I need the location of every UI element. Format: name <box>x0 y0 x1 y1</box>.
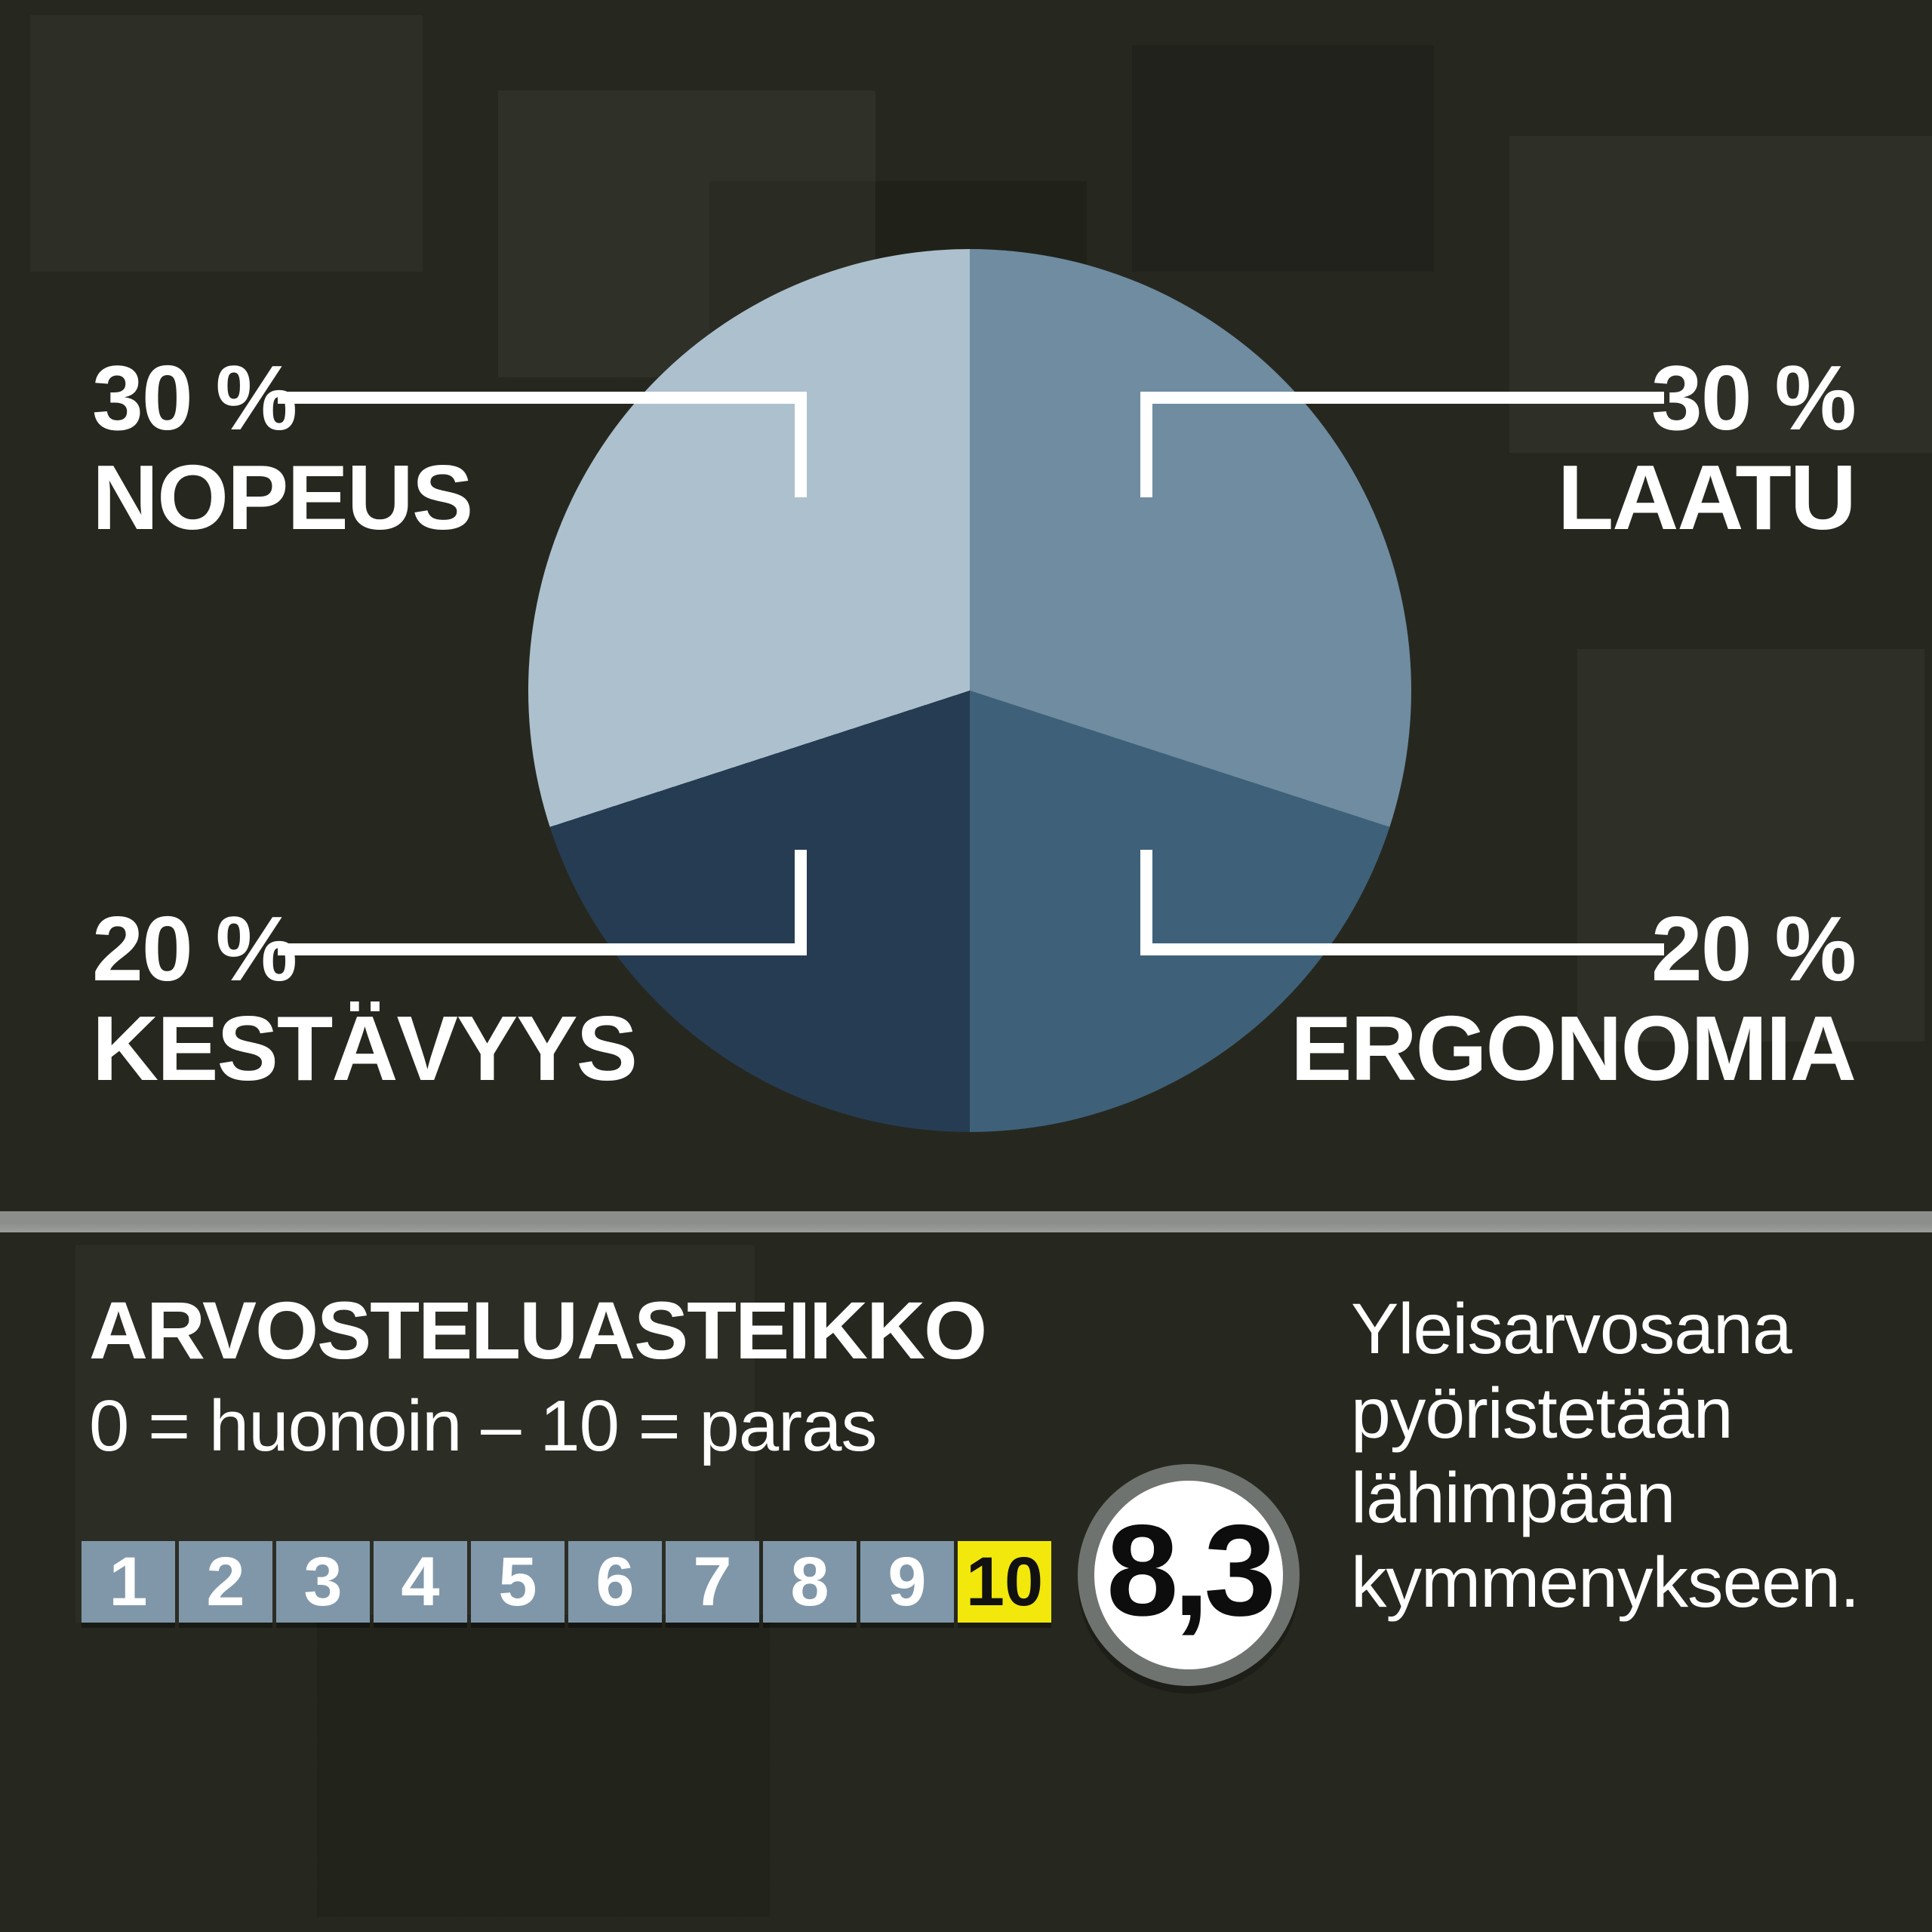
scale-box-3: 3 <box>276 1541 370 1623</box>
pie-label-laatu-percent: 30 % <box>1651 346 1857 449</box>
rating-scale-heading: ARVOSTELUASTEIKKO <box>89 1284 987 1376</box>
scale-box-2: 2 <box>179 1541 272 1623</box>
scale-box-4: 4 <box>374 1541 467 1623</box>
pie-label-nopeus-name: NOPEUS <box>92 445 473 549</box>
scale-box-6: 6 <box>568 1541 662 1623</box>
pie-label-kestavyys: 20 % KESTÄVYYS <box>92 897 638 1100</box>
pie-label-ergonomia-percent: 20 % <box>1651 897 1857 1000</box>
leader-line-laatu-vertical <box>1140 392 1152 497</box>
pie-chart <box>528 249 1411 1132</box>
pie-label-ergonomia: 20 % ERGONOMIA <box>1291 897 1857 1100</box>
scale-box-5: 5 <box>471 1541 565 1623</box>
pie-label-laatu: 30 % LAATU <box>1557 346 1857 549</box>
leader-line-kestavyys-vertical <box>795 850 807 955</box>
rating-scale: 1 2 3 4 5 6 7 8 9 10 <box>82 1541 1051 1623</box>
pie-label-nopeus-percent: 30 % <box>92 346 297 449</box>
pie-label-nopeus: 30 % NOPEUS <box>92 346 473 549</box>
overall-score-value: 8,3 <box>1106 1498 1276 1643</box>
pie-label-kestavyys-name: KESTÄVYYS <box>92 996 638 1100</box>
scale-box-10: 10 <box>958 1541 1051 1623</box>
section-divider <box>0 1211 1932 1232</box>
scale-box-8: 8 <box>763 1541 857 1623</box>
scale-box-1: 1 <box>82 1541 175 1623</box>
rounding-note: Yleisarvosana pyöristetään lähimpään kym… <box>1351 1289 1860 1623</box>
leader-line-ergonomia-vertical <box>1140 850 1152 955</box>
leader-line-nopeus-vertical <box>795 392 807 497</box>
pie-label-kestavyys-percent: 20 % <box>92 897 297 1000</box>
leader-line-kestavyys-horizontal <box>278 943 807 955</box>
pie-label-ergonomia-name: ERGONOMIA <box>1291 996 1857 1100</box>
leader-line-laatu-horizontal <box>1140 392 1664 404</box>
leader-line-ergonomia-horizontal <box>1140 943 1664 955</box>
scale-box-7: 7 <box>666 1541 759 1623</box>
rating-scale-subtitle: 0 = huonoin – 10 = paras <box>89 1386 878 1466</box>
overall-score-badge: 8,3 <box>1078 1464 1300 1686</box>
pie-label-laatu-name: LAATU <box>1557 445 1857 549</box>
leader-line-nopeus-horizontal <box>278 392 807 404</box>
scale-box-9: 9 <box>860 1541 954 1623</box>
